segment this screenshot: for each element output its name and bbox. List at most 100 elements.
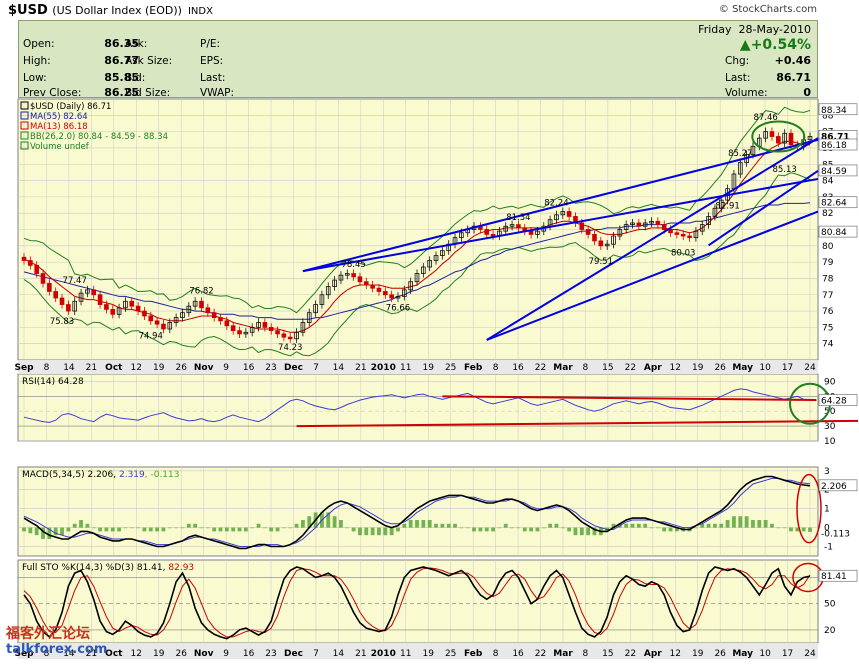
price-x-label: 26 [175, 363, 187, 373]
macd-histogram-bar [237, 527, 242, 532]
candle-body [287, 336, 293, 340]
price-x-label: 25 [445, 363, 456, 373]
rsi-trend-lower [296, 419, 859, 428]
price-tick-label: 80 [822, 242, 834, 252]
candle-body [528, 230, 534, 235]
candle-body [636, 222, 642, 227]
macd-histogram-bar [98, 527, 102, 532]
price-x-label: 7 [313, 363, 319, 373]
candle-body [319, 294, 325, 305]
macd-histogram-bar [66, 527, 71, 532]
price-tick-label: 84 [822, 177, 834, 187]
macd-histogram-bar [763, 520, 768, 528]
bb-lower-line [23, 172, 811, 357]
candle-body [211, 312, 217, 318]
macd-histogram-bar [744, 516, 749, 528]
price-annotation: 82.24 [544, 198, 568, 208]
macd-histogram-bar [269, 527, 274, 532]
macd-histogram-bar [22, 527, 26, 532]
macd-histogram-bar [579, 527, 584, 536]
macd-histogram-bar [262, 527, 267, 529]
price-x-label: 21 [86, 363, 97, 373]
macd-histogram-bar [655, 527, 660, 529]
sto-x-label: 14 [333, 649, 345, 659]
macd-histogram-bar [770, 523, 774, 528]
rsi-tick-label: 50 [824, 407, 836, 417]
macd-histogram-bar [326, 512, 331, 528]
macd-histogram-bar [795, 527, 800, 532]
macd-histogram-bar [281, 527, 286, 529]
price-x-label: 14 [333, 363, 345, 373]
price-x-label: 22 [625, 363, 636, 373]
macd-histogram-bar [782, 527, 787, 529]
price-tick-label: 88 [822, 111, 834, 121]
candle-body [427, 260, 432, 268]
candle-body [21, 256, 27, 261]
candle-body [598, 240, 604, 247]
macd-histogram-bar [503, 523, 508, 528]
trendline-0 [486, 137, 819, 341]
candle-body [129, 300, 135, 307]
macd-histogram-bar [85, 523, 90, 528]
candle-body [192, 300, 198, 307]
macd-histogram-bar [174, 527, 179, 529]
candle-body [142, 310, 147, 317]
candle-body [173, 317, 179, 323]
macd-histogram-bar [630, 523, 635, 528]
candle-body [256, 322, 261, 328]
price-x-label: Apr [644, 363, 662, 373]
price-annotation: 74.23 [278, 343, 302, 353]
candle-body [218, 317, 223, 322]
price-right-label: 84.59 [821, 167, 847, 177]
candle-body [763, 131, 768, 139]
price-annotation: 75.83 [50, 317, 74, 327]
candle-body [262, 322, 268, 328]
macd-histogram-bar [91, 527, 96, 529]
candle-body [376, 287, 382, 292]
price-x-label: 11 [400, 363, 411, 373]
macd-histogram-bar [459, 527, 464, 529]
macd-histogram-bar [199, 527, 204, 529]
price-x-label: 19 [153, 363, 165, 373]
sto-x-label: 21 [355, 649, 366, 659]
candle-body [668, 229, 673, 234]
price-tick-label: 76 [822, 307, 834, 317]
price-right-label: 86.18 [821, 141, 847, 151]
price-right-label-box [818, 196, 858, 209]
candle-body [484, 229, 490, 235]
price-x-label: 16 [243, 363, 255, 373]
candle-body [655, 220, 661, 226]
macd-histogram-bar [801, 527, 806, 532]
macd-histogram-bar [713, 523, 717, 528]
price-right-label-box [818, 138, 858, 151]
price-right-label: 80.84 [821, 228, 847, 238]
candle-body [325, 286, 331, 296]
price-x-label: 23 [265, 363, 276, 373]
sto-x-label: 12 [670, 649, 681, 659]
candle-body [503, 225, 509, 232]
macd-histogram-bar [224, 527, 229, 532]
copyright: © StockCharts.com [718, 4, 817, 15]
eps-label: EPS: [200, 55, 224, 67]
price-x-label: 15 [602, 363, 613, 373]
macd-histogram-bar [301, 520, 305, 528]
macd-histogram-bar [34, 527, 39, 536]
macd-line [23, 475, 811, 550]
macd-histogram-bar [427, 520, 432, 528]
sto-x-label: Nov [194, 649, 214, 659]
candle-body [712, 207, 718, 217]
macd-histogram-bar [535, 527, 540, 532]
macd-histogram-bar [186, 523, 191, 528]
macd-histogram-bar [250, 527, 255, 529]
sto-x-label: 10 [759, 649, 771, 659]
change-percent: ▲+0.54% [739, 37, 811, 53]
macd-histogram-bar [294, 523, 299, 528]
price-x-label: 19 [423, 363, 435, 373]
sto-x-label: 16 [243, 649, 255, 659]
ask-size-label: Ask Size: [125, 55, 173, 67]
pe-label: P/E: [200, 38, 221, 50]
candle-body [123, 300, 128, 309]
high-value: 86.77 [104, 54, 139, 67]
sto-x-label: 23 [265, 649, 276, 659]
